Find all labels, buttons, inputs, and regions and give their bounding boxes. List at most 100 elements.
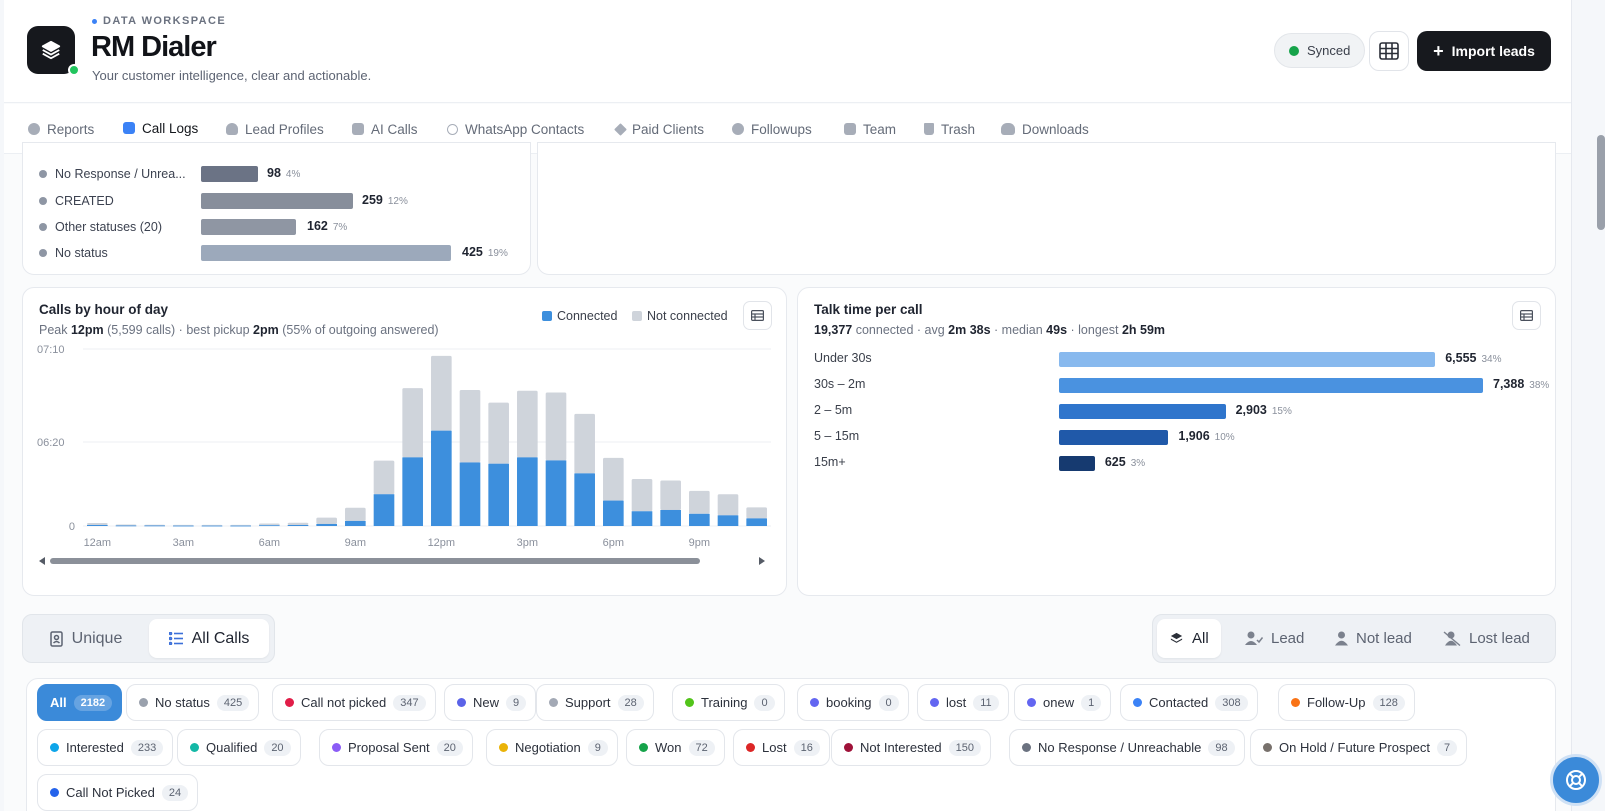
status-chip[interactable]: Follow-Up 128 xyxy=(1278,684,1415,721)
bar-connected[interactable] xyxy=(402,457,423,526)
bar-connected[interactable] xyxy=(517,457,538,526)
bar-connected[interactable] xyxy=(144,525,165,527)
bar-not-connected[interactable] xyxy=(115,524,137,526)
talk-bar[interactable] xyxy=(1059,430,1169,445)
import-leads-button[interactable]: + Import leads xyxy=(1417,31,1551,71)
tab-reports[interactable]: Reports xyxy=(28,104,94,154)
filter-not-lead[interactable]: Not lead xyxy=(1323,619,1424,658)
bar-not-connected[interactable] xyxy=(545,392,567,461)
bar-connected[interactable] xyxy=(717,515,739,526)
bar-connected[interactable] xyxy=(87,524,108,526)
talk-bar[interactable] xyxy=(1059,352,1436,367)
show-table-button[interactable] xyxy=(743,301,772,330)
bar-connected[interactable] xyxy=(746,518,767,526)
status-chip[interactable]: Won 72 xyxy=(626,729,725,766)
bar-not-connected[interactable] xyxy=(316,517,337,524)
bar-connected[interactable] xyxy=(545,460,567,526)
tab-team[interactable]: Team xyxy=(844,104,896,154)
bar-not-connected[interactable] xyxy=(144,524,165,526)
status-chip[interactable]: New 9 xyxy=(444,684,537,721)
bar-not-connected[interactable] xyxy=(717,494,739,516)
scroll-left-arrow-icon[interactable] xyxy=(39,557,45,565)
bar-not-connected[interactable] xyxy=(373,460,395,495)
status-chip[interactable]: Proposal Sent 20 xyxy=(319,729,473,766)
status-chip[interactable]: No Response / Unreachable 98 xyxy=(1009,729,1245,766)
bar-not-connected[interactable] xyxy=(603,457,624,501)
talk-bar[interactable] xyxy=(1059,456,1095,471)
bar-not-connected[interactable] xyxy=(574,413,595,474)
legend-connected[interactable]: Connected xyxy=(542,309,617,323)
bar-connected[interactable] xyxy=(431,430,452,526)
bar-connected[interactable] xyxy=(459,462,481,526)
bar-not-connected[interactable] xyxy=(431,355,452,431)
status-chip[interactable]: Training 0 xyxy=(672,684,785,721)
bar-not-connected[interactable] xyxy=(746,507,767,519)
sync-status-badge[interactable]: Synced xyxy=(1274,33,1366,68)
bar-connected[interactable] xyxy=(660,509,681,526)
status-chip[interactable]: Support 28 xyxy=(536,684,654,721)
help-button[interactable] xyxy=(1550,754,1602,806)
talk-bar[interactable] xyxy=(1059,404,1226,419)
status-chip[interactable]: Call Not Picked 24 xyxy=(37,774,199,811)
bar-connected[interactable] xyxy=(230,525,251,527)
bar-not-connected[interactable] xyxy=(660,480,681,510)
bar-connected[interactable] xyxy=(259,525,280,527)
status-chip[interactable]: Lost 16 xyxy=(733,729,830,766)
bar-connected[interactable] xyxy=(488,463,509,526)
bar-connected[interactable] xyxy=(631,511,653,526)
status-chip[interactable]: Qualified 20 xyxy=(177,729,301,766)
bar-not-connected[interactable] xyxy=(631,478,653,512)
bar-not-connected[interactable] xyxy=(201,524,223,526)
bar-not-connected[interactable] xyxy=(345,507,366,521)
bar-connected[interactable] xyxy=(115,525,137,527)
bar-not-connected[interactable] xyxy=(259,523,280,526)
status-chip[interactable]: booking 0 xyxy=(797,684,909,721)
bar-not-connected[interactable] xyxy=(287,522,309,525)
status-chip[interactable]: On Hold / Future Prospect 7 xyxy=(1250,729,1468,766)
status-row[interactable]: No status xyxy=(39,244,205,262)
bar-connected[interactable] xyxy=(173,525,194,527)
tab-ai-calls[interactable]: AI Calls xyxy=(352,104,418,154)
bar-not-connected[interactable] xyxy=(87,522,108,525)
status-chip[interactable]: lost 11 xyxy=(917,684,1009,721)
bar-connected[interactable] xyxy=(201,525,223,527)
chart-scrollbar-thumb[interactable] xyxy=(50,558,700,564)
bar-not-connected[interactable] xyxy=(689,490,710,514)
bar-not-connected[interactable] xyxy=(488,402,509,464)
status-row[interactable]: Other statuses (20) xyxy=(39,218,205,236)
page-scrollbar[interactable] xyxy=(1597,135,1605,230)
bar-not-connected[interactable] xyxy=(402,388,423,458)
bar-connected[interactable] xyxy=(603,500,624,526)
filter-all[interactable]: All xyxy=(1157,619,1221,658)
bar-not-connected[interactable] xyxy=(459,389,481,463)
tab-whatsapp-contacts[interactable]: WhatsApp Contacts xyxy=(447,104,584,154)
show-table-button[interactable] xyxy=(1512,301,1541,330)
bar-not-connected[interactable] xyxy=(517,390,538,458)
status-chip[interactable]: Interested 233 xyxy=(37,729,174,766)
status-row[interactable]: CREATED xyxy=(39,192,205,210)
tab-downloads[interactable]: Downloads xyxy=(1001,104,1089,154)
bar-connected[interactable] xyxy=(316,523,337,526)
bar-not-connected[interactable] xyxy=(173,524,194,526)
app-logo[interactable] xyxy=(27,26,75,74)
unique-toggle[interactable]: Unique xyxy=(27,619,145,658)
bar-connected[interactable] xyxy=(689,513,710,526)
tab-lead-profiles[interactable]: Lead Profiles xyxy=(226,104,324,154)
talk-bar[interactable] xyxy=(1059,378,1483,393)
status-chip[interactable]: Negotiation 9 xyxy=(486,729,618,766)
all-calls-toggle[interactable]: All Calls xyxy=(149,619,269,658)
bar-connected[interactable] xyxy=(574,473,595,526)
legend-not-connected[interactable]: Not connected xyxy=(632,309,728,323)
status-chip[interactable]: Call not picked 347 xyxy=(272,684,436,721)
bar-not-connected[interactable] xyxy=(230,524,251,526)
status-chip[interactable]: onew 1 xyxy=(1014,684,1112,721)
table-view-button[interactable] xyxy=(1369,31,1409,71)
status-row[interactable]: No Response / Unrea... xyxy=(39,165,205,183)
bar-connected[interactable] xyxy=(287,524,309,526)
status-chip[interactable]: All 2182 xyxy=(37,684,123,721)
status-chip[interactable]: No status 425 xyxy=(126,684,260,721)
tab-followups[interactable]: Followups xyxy=(732,104,812,154)
status-chip[interactable]: Contacted 308 xyxy=(1120,684,1258,721)
bar-connected[interactable] xyxy=(345,520,366,526)
status-chip[interactable]: Not Interested 150 xyxy=(831,729,992,766)
